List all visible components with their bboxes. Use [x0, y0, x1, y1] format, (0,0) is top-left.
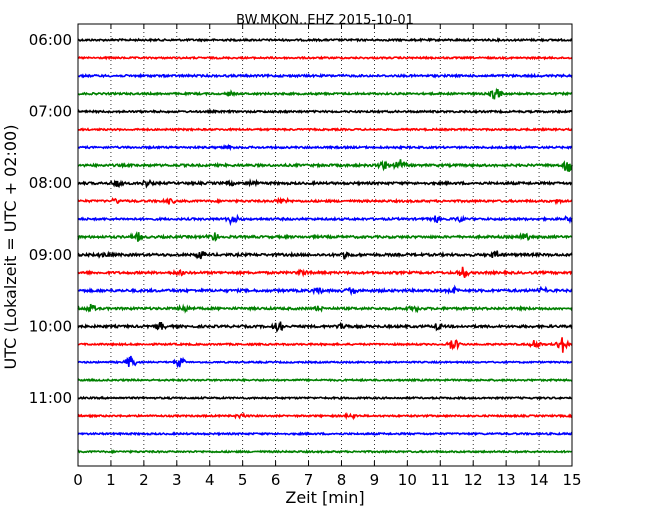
x-tick-label: 1	[106, 471, 116, 489]
seismic-trace-0815	[77, 196, 573, 206]
seismic-trace-0845	[77, 231, 573, 242]
y-tick-label: 06:00	[29, 31, 72, 49]
seismic-trace-0900	[77, 250, 573, 260]
x-tick-label: 2	[139, 471, 149, 489]
x-tick-label: 15	[562, 471, 581, 489]
seismic-trace-1100	[77, 395, 573, 401]
seismic-trace-0600	[77, 37, 573, 43]
x-axis-ticks: 0 1 2 3 4 5 6 7 8 9 10 11 12 13 14 15	[73, 24, 582, 489]
y-tick-label: 09:00	[29, 246, 72, 264]
seismic-trace-0700	[77, 108, 573, 115]
seismic-traces	[77, 37, 573, 455]
seismic-trace-0715	[77, 127, 573, 133]
seismic-trace-1000	[77, 321, 573, 333]
y-tick-label: 10:00	[29, 317, 72, 335]
seismic-trace-1130	[77, 431, 573, 437]
seismic-trace-0630	[77, 72, 573, 79]
chart-title: BW.MKON..EHZ 2015-10-01	[236, 13, 414, 28]
x-tick-label: 6	[271, 471, 281, 489]
seismic-trace-0945	[77, 303, 573, 314]
x-tick-label: 11	[431, 471, 450, 489]
seismic-trace-0645	[77, 87, 573, 100]
x-tick-label: 3	[172, 471, 182, 489]
y-axis-label: UTC (Lokalzeit = UTC + 02:00)	[1, 125, 20, 370]
seismic-trace-1030	[77, 355, 573, 369]
x-tick-label: 9	[370, 471, 380, 489]
seismic-trace-0915	[77, 266, 573, 278]
x-tick-label: 13	[497, 471, 516, 489]
x-tick-label: 5	[238, 471, 248, 489]
seismic-trace-1145	[77, 449, 573, 455]
seismic-trace-0800	[77, 178, 573, 189]
y-tick-label: 08:00	[29, 174, 72, 192]
x-tick-label: 7	[304, 471, 314, 489]
seismic-trace-0745	[77, 159, 573, 172]
x-tick-label: 10	[398, 471, 417, 489]
x-axis-label: Zeit [min]	[285, 488, 364, 507]
seismic-trace-0615	[77, 55, 573, 61]
seismic-trace-1015	[77, 337, 573, 353]
seismic-trace-0930	[77, 284, 573, 297]
x-tick-label: 0	[73, 471, 83, 489]
seismic-trace-1045	[77, 377, 573, 383]
seismic-trace-0830	[77, 213, 573, 227]
y-tick-label: 11:00	[29, 389, 72, 407]
y-axis-ticks: 06:00 07:00 08:00 09:00 10:00 11:00	[29, 31, 572, 407]
y-tick-label: 07:00	[29, 103, 72, 121]
grid-lines	[110, 24, 540, 466]
x-tick-label: 8	[337, 471, 347, 489]
seismic-trace-1115	[77, 411, 573, 421]
x-tick-label: 12	[464, 471, 483, 489]
plot-frame	[77, 23, 573, 467]
x-tick-label: 4	[205, 471, 215, 489]
x-tick-label: 14	[530, 471, 549, 489]
seismic-trace-0730	[77, 143, 573, 152]
